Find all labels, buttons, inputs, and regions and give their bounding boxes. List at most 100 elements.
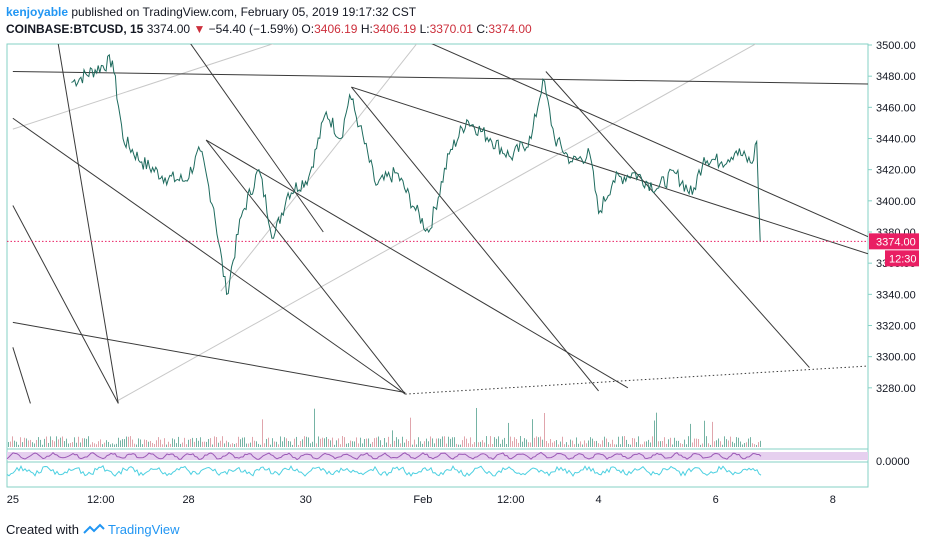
- volume-bar: [360, 437, 361, 447]
- volume-bar: [168, 441, 169, 447]
- tradingview-brand[interactable]: TradingView: [108, 522, 180, 537]
- volume-bar: [450, 438, 451, 447]
- trend-line-9[interactable]: [351, 86, 868, 255]
- trend-line-12[interactable]: [545, 71, 810, 368]
- trend-line-5[interactable]: [48, 0, 119, 404]
- trend-line-1[interactable]: [12, 117, 406, 395]
- author-name[interactable]: kenjoyable: [6, 5, 69, 19]
- price-series[interactable]: [71, 53, 761, 296]
- symbol-name[interactable]: COINBASE:BTCUSD, 15: [6, 22, 144, 36]
- dotted-trend-line[interactable]: [405, 365, 868, 395]
- volume-bar: [8, 442, 9, 447]
- x-tick-label: Feb: [413, 494, 432, 506]
- volume-bar: [224, 443, 225, 447]
- volume-bar: [326, 436, 327, 447]
- volume-bar: [618, 436, 619, 447]
- volume-bar: [724, 436, 725, 447]
- volume-bar: [374, 438, 375, 447]
- trend-line-6[interactable]: [148, 0, 324, 233]
- published-text: published on TradingView.com, February 0…: [71, 5, 417, 19]
- volume-bar: [510, 436, 511, 447]
- volume-bar: [314, 408, 315, 447]
- volume-bar: [264, 443, 265, 447]
- volume-bar: [72, 442, 73, 447]
- fan-line-0[interactable]: [12, 14, 364, 130]
- volume-bar: [544, 412, 545, 447]
- volume-bar: [144, 439, 145, 447]
- volume-bar: [740, 441, 741, 447]
- volume-bar: [200, 437, 201, 447]
- volume-bar: [704, 420, 705, 447]
- volume-bar: [452, 437, 453, 447]
- trend-lines[interactable]: [12, 0, 868, 404]
- volume-bar: [400, 443, 401, 447]
- volume-bar: [352, 441, 353, 447]
- volume-bar: [640, 444, 641, 447]
- volume-bar: [674, 437, 675, 447]
- high-label: H:: [360, 22, 373, 36]
- volume-bar: [252, 436, 253, 447]
- trend-line-0[interactable]: [12, 70, 868, 85]
- volume-bar: [714, 441, 715, 447]
- fan-line-2[interactable]: [118, 14, 809, 401]
- volume-bar: [24, 437, 25, 447]
- volume-bar: [338, 438, 339, 447]
- volume-bar: [176, 443, 177, 447]
- last-price: 3374.00: [146, 22, 191, 36]
- volume-bar: [492, 443, 493, 447]
- volume-bar: [246, 443, 247, 447]
- volume-bar: [18, 444, 19, 447]
- volume-bar: [188, 439, 189, 447]
- volume-bar: [108, 441, 109, 447]
- volume-bar: [226, 440, 227, 447]
- volume-bar: [418, 437, 419, 447]
- volume-bar: [154, 443, 155, 447]
- trend-line-10[interactable]: [205, 139, 629, 389]
- volume-bar: [362, 443, 363, 447]
- fan-lines[interactable]: [12, 14, 810, 401]
- price-line[interactable]: [71, 53, 761, 296]
- trend-line-2[interactable]: [12, 205, 119, 404]
- x-tick-label: 25: [7, 494, 19, 506]
- volume-bar: [130, 436, 131, 447]
- volume-bar: [324, 438, 325, 447]
- volume-bar: [738, 437, 739, 447]
- volume-bar: [78, 436, 79, 447]
- volume-bar: [722, 444, 723, 447]
- volume-bar: [448, 436, 449, 447]
- volume-bar: [366, 438, 367, 447]
- volume-bar: [600, 444, 601, 447]
- volume-bar: [472, 444, 473, 447]
- volume-bar: [512, 441, 513, 447]
- volume-bar: [700, 444, 701, 447]
- volume-bar: [604, 436, 605, 447]
- volume-bar: [316, 443, 317, 447]
- trend-line-11[interactable]: [364, 14, 868, 238]
- fan-line-1[interactable]: [220, 14, 441, 292]
- volume-bar: [124, 439, 125, 447]
- trend-line-3[interactable]: [12, 321, 406, 394]
- volume-bar: [670, 437, 671, 447]
- y-tick-label: 3440.00: [876, 134, 916, 146]
- volume-bar: [388, 436, 389, 447]
- trend-line-7[interactable]: [205, 139, 406, 395]
- volume-bar: [686, 444, 687, 447]
- volume-bar: [606, 438, 607, 447]
- volume-bar: [466, 438, 467, 447]
- last-price-box: [869, 233, 919, 250]
- volume-bar: [444, 436, 445, 447]
- volume-bar: [296, 436, 297, 447]
- volume-bar: [56, 436, 57, 447]
- y-tick-label: 3420.00: [876, 165, 916, 177]
- volume-bar: [458, 444, 459, 447]
- volume-bar: [644, 441, 645, 447]
- volume-bar: [272, 438, 273, 447]
- volume-bar: [710, 444, 711, 447]
- volume-bar: [578, 443, 579, 447]
- volume-bar: [134, 443, 135, 447]
- trend-line-8[interactable]: [351, 86, 599, 392]
- volume-bar: [256, 441, 257, 447]
- trend-line-4[interactable]: [12, 347, 31, 404]
- volume-bar: [280, 436, 281, 447]
